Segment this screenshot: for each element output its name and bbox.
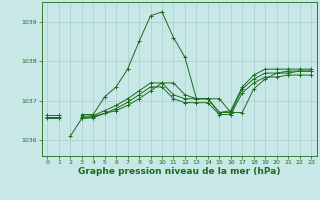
X-axis label: Graphe pression niveau de la mer (hPa): Graphe pression niveau de la mer (hPa) (78, 167, 280, 176)
